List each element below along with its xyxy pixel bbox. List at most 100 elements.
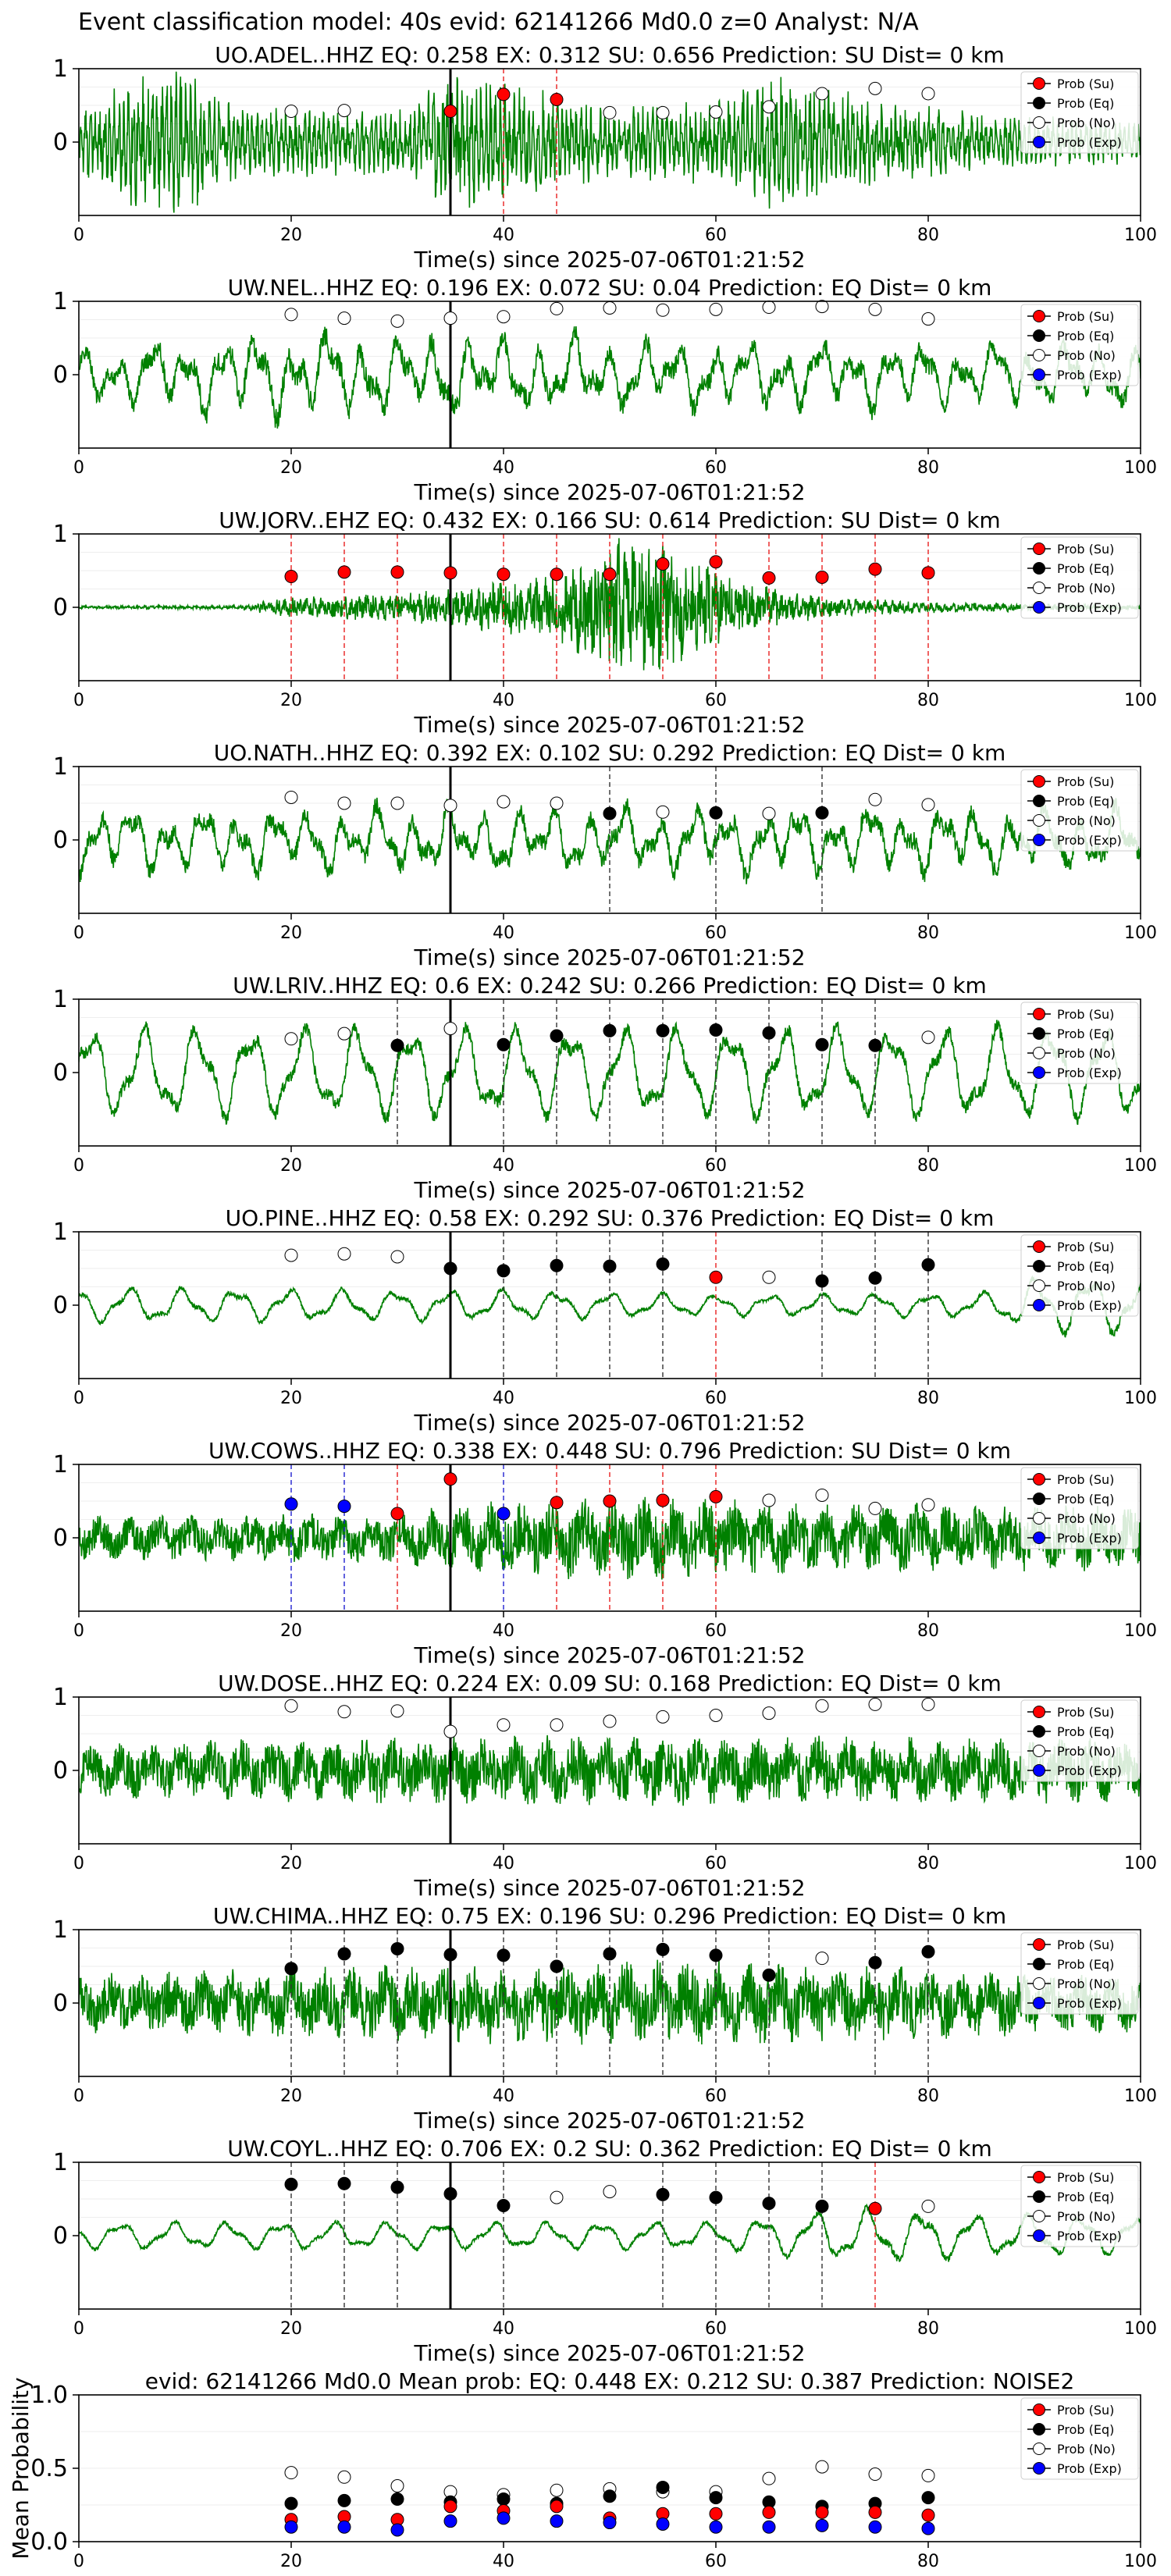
axis-ytick-label: 1 (53, 2149, 68, 2176)
legend-label: Prob (Su) (1057, 76, 1114, 91)
prob-marker-eq (443, 1261, 457, 1276)
legend-box (1020, 1699, 1139, 1782)
prob-marker-su (709, 1270, 723, 1284)
prob-marker-eq (868, 1271, 882, 1285)
axis-ytick-label: 1.0 (30, 2382, 68, 2409)
subplot-11: evid: 62141266 Md0.0 Mean prob: EQ: 0.44… (8, 2368, 1157, 2571)
prob-marker-eq (390, 2180, 404, 2194)
legend-marker (1033, 1047, 1045, 1059)
waveform-trace (79, 1735, 1141, 1806)
axis-xtick-label: 40 (493, 1854, 514, 1873)
mean-prob-marker-eq (656, 2480, 670, 2494)
legend-marker (1033, 1240, 1045, 1253)
legend-marker (1033, 1473, 1045, 1485)
legend-marker (1033, 795, 1045, 807)
axis-xtick-label: 0 (73, 1621, 84, 1641)
prob-marker-eq (709, 806, 723, 820)
prob-marker-su (390, 565, 404, 579)
axis-xtick-label: 60 (705, 923, 727, 943)
prob-marker-eq (815, 806, 829, 820)
mean-prob-marker-no (284, 2466, 298, 2480)
axis-ytick-label: 0 (53, 129, 68, 156)
axis-xtick-label: 80 (917, 2319, 939, 2339)
mean-prob-marker-su (709, 2507, 723, 2521)
prob-marker-eq (921, 1258, 935, 1272)
prob-marker-no (443, 311, 457, 326)
legend-marker (1033, 1938, 1045, 1951)
legend-label: Prob (Su) (1057, 1937, 1114, 1952)
prob-marker-su (497, 87, 511, 101)
legend-label: Prob (Exp) (1057, 135, 1122, 150)
prob-marker-no (815, 300, 829, 314)
mean-prob-marker-exp (656, 2517, 670, 2531)
axis-ytick-label: 1 (53, 288, 68, 315)
prob-marker-su (284, 570, 298, 584)
legend-marker (1033, 77, 1045, 90)
legend-marker (1033, 1706, 1045, 1718)
prob-marker-eq (337, 2176, 351, 2190)
prob-marker-no (284, 308, 298, 322)
axis-xtick-label: 60 (705, 2552, 727, 2571)
prob-marker-no (603, 301, 617, 315)
axis-xtick-label: 0 (73, 2087, 84, 2106)
subplot-xlabel: Time(s) since 2025-07-06T01:21:52 (413, 247, 805, 272)
legend-marker (1033, 1958, 1045, 1970)
prob-marker-su (550, 1496, 564, 1510)
mean-prob-marker-exp (550, 2514, 564, 2528)
prob-marker-no (443, 1022, 457, 1036)
waveform-trace (79, 71, 1141, 213)
axis-xtick-label: 20 (280, 1156, 302, 1176)
mean-prob-marker-exp (337, 2520, 351, 2534)
mean-prob-marker-su (550, 2500, 564, 2514)
axis-ytick-label: 1 (53, 753, 68, 781)
axis-xtick-label: 100 (1124, 1156, 1157, 1176)
axis-xtick-label: 20 (280, 691, 302, 710)
axis-ytick-label: 1 (53, 1219, 68, 1246)
legend-marker (1033, 2190, 1045, 2203)
axis-xtick-label: 100 (1124, 2319, 1157, 2339)
legend-marker (1033, 562, 1045, 575)
prob-marker-no (497, 1718, 511, 1732)
prob-marker-no (337, 1705, 351, 1719)
axis-ytick-label: 1 (53, 1451, 68, 1478)
mean-prob-marker-exp (390, 2523, 404, 2537)
mean-prob-marker-exp (868, 2520, 882, 2534)
legend-label: Prob (Exp) (1057, 1066, 1122, 1080)
legend-marker (1033, 2210, 1045, 2222)
axis-xtick-label: 40 (493, 1621, 514, 1641)
legend-marker (1033, 1299, 1045, 1311)
prob-marker-exp (337, 1500, 351, 1514)
suptitle: Event classification model: 40s evid: 62… (78, 9, 919, 36)
axis-ytick-label: 0 (53, 2222, 68, 2250)
waveform-trace (79, 797, 1141, 884)
legend-marker (1033, 116, 1045, 129)
axis-xtick-label: 20 (280, 923, 302, 943)
legend-label: Prob (No) (1057, 1976, 1116, 1991)
prob-marker-no (603, 2185, 617, 2199)
legend-label: Prob (Su) (1057, 542, 1114, 557)
subplot-xlabel: Time(s) since 2025-07-06T01:21:52 (413, 945, 805, 970)
legend-marker (1033, 775, 1045, 788)
axis-xtick-label: 60 (705, 226, 727, 245)
prob-marker-eq (656, 1942, 670, 1956)
legend-label: Prob (Exp) (1057, 1298, 1122, 1313)
legend-label: Prob (Su) (1057, 1240, 1114, 1254)
axis-ytick-label: 1 (53, 1684, 68, 1711)
axis-xtick-label: 80 (917, 2552, 939, 2571)
legend-marker (1033, 97, 1045, 109)
mean-prob-marker-su (921, 2508, 935, 2522)
prob-marker-eq (497, 2198, 511, 2212)
axis-xtick-label: 0 (73, 226, 84, 245)
legend-label: Prob (Exp) (1057, 368, 1122, 382)
subplot-5: UW.LRIV..HHZ EQ: 0.6 EX: 0.242 SU: 0.266… (53, 973, 1157, 1203)
prob-marker-eq (815, 1037, 829, 1051)
legend-label: Prob (Eq) (1057, 794, 1114, 809)
subplot-xlabel: Time(s) since 2025-07-06T01:21:52 (413, 1177, 805, 1203)
axis-ytick-label: 1 (53, 1916, 68, 1944)
axis-ytick-label: 0 (53, 1059, 68, 1087)
axes-frame (78, 301, 1141, 449)
legend-box (1020, 536, 1139, 619)
legend-label: Prob (No) (1057, 1511, 1116, 1526)
prob-marker-eq (390, 1038, 404, 1052)
